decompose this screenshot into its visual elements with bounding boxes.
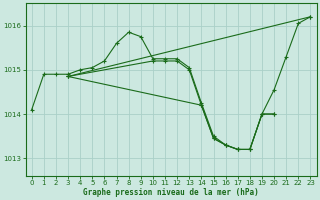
X-axis label: Graphe pression niveau de la mer (hPa): Graphe pression niveau de la mer (hPa): [83, 188, 259, 197]
